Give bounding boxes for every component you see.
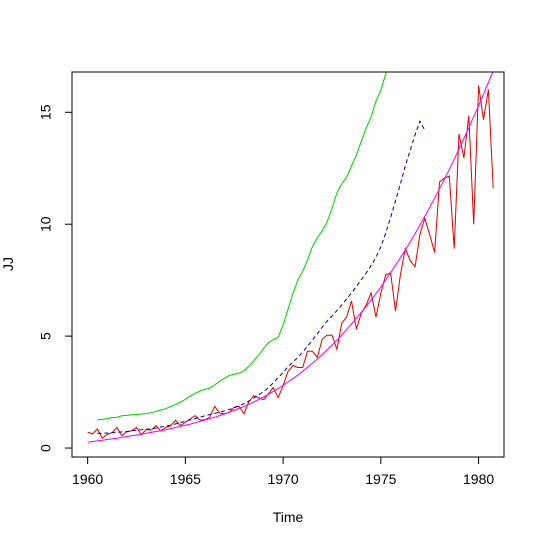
x-tick-label: 1970	[268, 471, 299, 487]
x-tick-label: 1975	[365, 471, 396, 487]
series-line-3	[97, 119, 426, 434]
x-axis: 1960 1965 1970 1975 1980	[72, 456, 494, 487]
y-tick-label: 10	[38, 216, 54, 232]
series-line-2	[97, 72, 387, 421]
x-tick-label: 1960	[72, 471, 103, 487]
y-tick-label: 0	[38, 444, 54, 452]
plot-frame	[71, 71, 505, 458]
y-tick-label: 5	[38, 332, 54, 340]
x-tick-label: 1965	[170, 471, 201, 487]
y-axis: 0 5 10 15	[38, 104, 73, 452]
y-axis-label: JJ	[0, 257, 16, 271]
series-line-1	[87, 85, 494, 439]
y-tick-label: 15	[38, 104, 54, 120]
series-layer	[87, 72, 494, 443]
series-line-4	[87, 72, 494, 443]
x-axis-label: Time	[273, 509, 304, 525]
x-tick-label: 1980	[463, 471, 494, 487]
